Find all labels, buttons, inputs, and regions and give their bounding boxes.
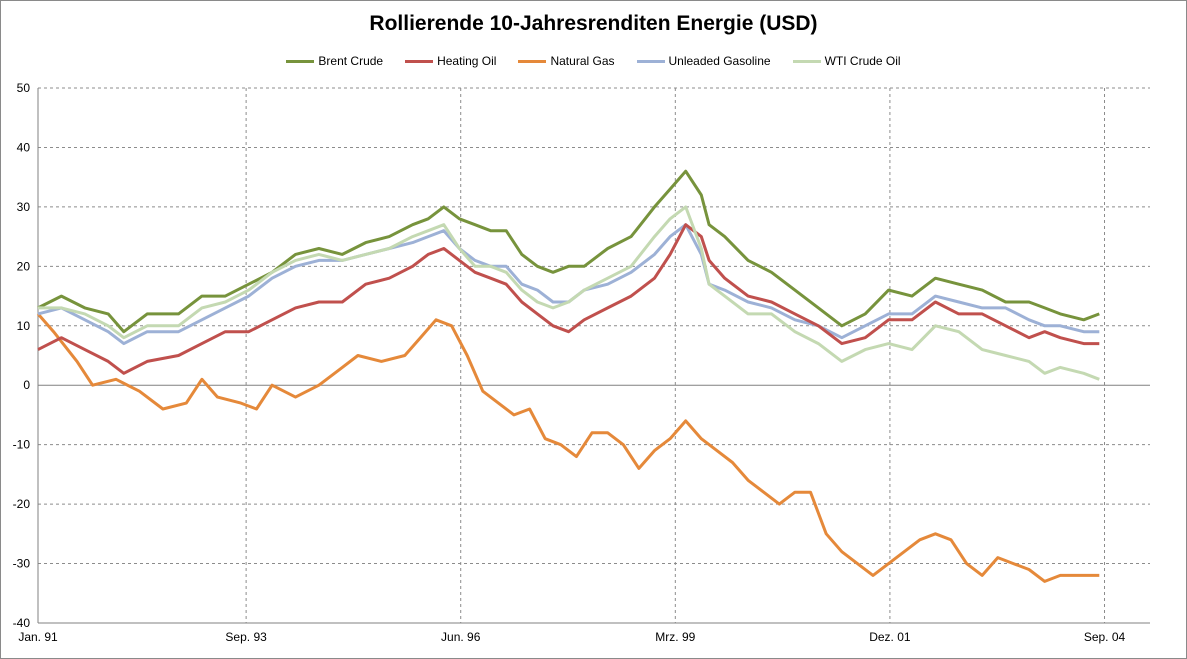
x-tick-label: Mrz. 99 bbox=[655, 630, 695, 644]
x-tick-label: Sep. 04 bbox=[1084, 630, 1126, 644]
legend-label: Heating Oil bbox=[437, 54, 497, 68]
y-tick-label: 30 bbox=[17, 200, 31, 214]
legend-swatch bbox=[286, 59, 315, 63]
y-tick-label: 0 bbox=[23, 378, 30, 392]
legend-swatch bbox=[792, 59, 821, 63]
chart-title: Rollierende 10-Jahresrenditen Energie (U… bbox=[369, 12, 818, 35]
series-line-wti-crude-oil bbox=[38, 205, 1100, 381]
legend-swatch bbox=[405, 59, 434, 63]
x-tick-label: Jun. 96 bbox=[441, 630, 481, 644]
x-tick-label: Dez. 01 bbox=[869, 630, 911, 644]
legend-item-natural-gas: Natural Gas bbox=[518, 54, 615, 68]
x-tick-label: Jan. 91 bbox=[18, 630, 58, 644]
x-tick-label: Sep. 93 bbox=[225, 630, 267, 644]
y-tick-label: -40 bbox=[13, 616, 31, 630]
y-tick-label: -30 bbox=[13, 557, 31, 571]
y-tick-label: -10 bbox=[13, 438, 31, 452]
series-line-natural-gas bbox=[36, 312, 1100, 583]
legend: Brent Crude Heating Oil Natural Gas Unleade… bbox=[0, 54, 1187, 68]
legend-item-brent-crude: Brent Crude bbox=[286, 54, 383, 68]
legend-item-wti-crude-oil: WTI Crude Oil bbox=[792, 54, 901, 68]
y-tick-label: 10 bbox=[17, 319, 31, 333]
legend-swatch bbox=[518, 59, 547, 63]
legend-label: Unleaded Gasoline bbox=[668, 54, 771, 68]
y-tick-label: 20 bbox=[17, 259, 31, 273]
legend-label: Natural Gas bbox=[550, 54, 615, 68]
legend-label: WTI Crude Oil bbox=[824, 54, 901, 68]
y-tick-label: 50 bbox=[17, 81, 31, 95]
legend-item-unleaded-gasoline: Unleaded Gasoline bbox=[636, 54, 771, 68]
series-line-brent-crude bbox=[37, 169, 1100, 334]
legend-label: Brent Crude bbox=[318, 54, 384, 68]
y-tick-label: -20 bbox=[13, 497, 31, 511]
series-line-heating-oil bbox=[37, 223, 1100, 375]
legend-swatch bbox=[636, 59, 665, 63]
legend-item-heating-oil: Heating Oil bbox=[405, 54, 496, 68]
y-tick-label: 40 bbox=[17, 140, 31, 154]
